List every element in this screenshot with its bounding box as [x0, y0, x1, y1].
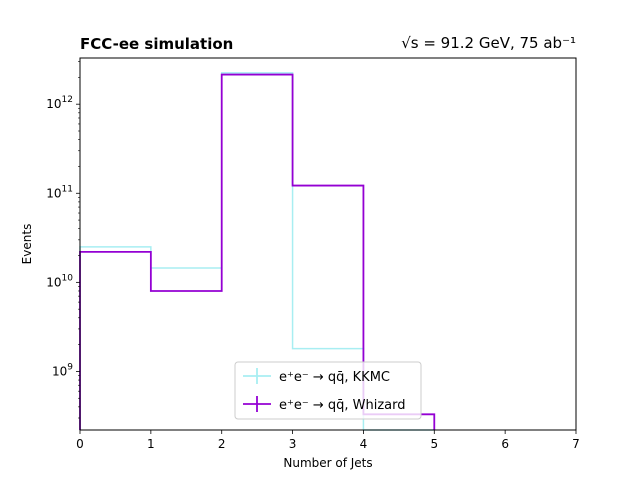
x-axis-label: Number of Jets: [283, 456, 372, 470]
y-tick-label: 1010: [46, 273, 73, 289]
legend-label-2: e⁺e⁻ → qq̄, Whizard: [279, 398, 406, 413]
x-tick-label: 0: [76, 437, 84, 451]
x-tick-label: 6: [501, 437, 509, 451]
y-axis-label: Events: [20, 224, 34, 265]
y-tick-label: 1012: [46, 95, 73, 111]
plot-frame: [79, 57, 577, 431]
legend: e⁺e⁻ → qq̄, KKMC e⁺e⁻ → qq̄, Whizard: [234, 361, 422, 420]
x-tick-label: 3: [289, 437, 297, 451]
y-tick-label: 109: [52, 362, 73, 378]
x-tick-label: 5: [430, 437, 438, 451]
y-tick-label: 1011: [46, 184, 73, 200]
x-tick-label: 7: [572, 437, 580, 451]
x-tick-label: 4: [360, 437, 368, 451]
chart-title-right: √s = 91.2 GeV, 75 ab⁻¹: [401, 34, 576, 52]
chart-title-left: FCC-ee simulation: [80, 35, 233, 53]
legend-label-1: e⁺e⁻ → qq̄, KKMC: [279, 370, 390, 385]
legend-box: [234, 361, 422, 420]
x-tick-label: 1: [147, 437, 155, 451]
axes: 0 1 2 3 4 5 6 7 109 1010 1011 1012: [46, 57, 580, 451]
x-tick-label: 2: [218, 437, 226, 451]
